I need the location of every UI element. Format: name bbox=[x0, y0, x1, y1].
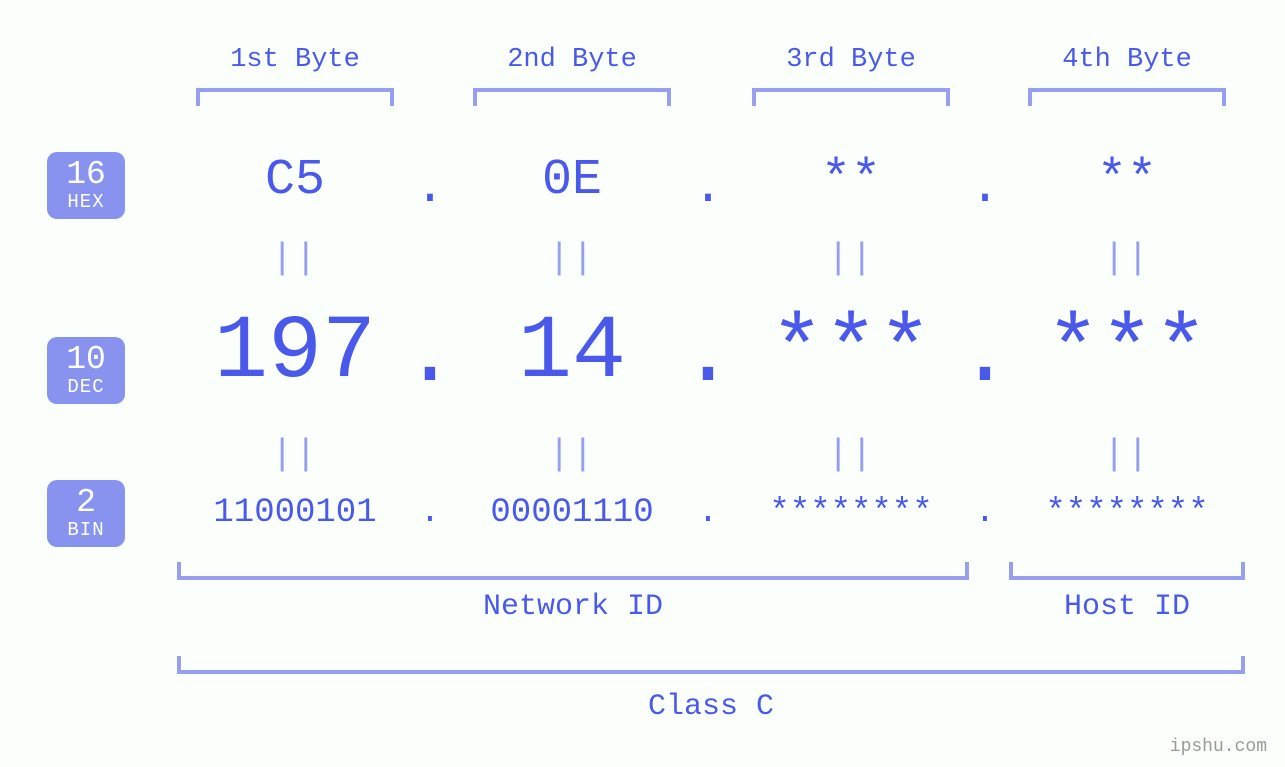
eq-dec-bin-1: || bbox=[271, 434, 318, 475]
byte-header-2: 2nd Byte bbox=[507, 45, 637, 75]
bin-byte-1: 11000101 bbox=[213, 494, 376, 532]
top-bracket-3 bbox=[752, 88, 950, 106]
bin-dot-3: . bbox=[975, 494, 995, 532]
label-network-id: Network ID bbox=[483, 590, 663, 624]
base-badge-bin: 2 BIN bbox=[47, 480, 125, 547]
top-bracket-1 bbox=[196, 88, 394, 106]
base-badge-dec-num: 10 bbox=[47, 343, 125, 378]
top-bracket-4 bbox=[1028, 88, 1226, 106]
hex-byte-4: ** bbox=[1097, 152, 1157, 209]
hex-byte-2: 0E bbox=[542, 152, 602, 209]
bin-byte-4: ******** bbox=[1045, 494, 1208, 532]
bin-dot-2: . bbox=[698, 494, 718, 532]
dec-dot-2: . bbox=[681, 306, 735, 408]
bracket-host-id bbox=[1009, 562, 1245, 580]
base-badge-dec-lbl: DEC bbox=[47, 378, 125, 398]
eq-hex-dec-1: || bbox=[271, 238, 318, 279]
byte-header-4: 4th Byte bbox=[1062, 45, 1192, 75]
base-badge-hex-lbl: HEX bbox=[47, 193, 125, 213]
base-badge-bin-lbl: BIN bbox=[47, 521, 125, 541]
dec-dot-3: . bbox=[958, 306, 1012, 408]
eq-dec-bin-2: || bbox=[548, 434, 595, 475]
dec-byte-2: 14 bbox=[518, 302, 626, 404]
attribution-text: ipshu.com bbox=[1170, 737, 1267, 757]
byte-header-1: 1st Byte bbox=[230, 45, 360, 75]
hex-byte-3: ** bbox=[821, 152, 881, 209]
base-badge-bin-num: 2 bbox=[47, 486, 125, 521]
hex-dot-2: . bbox=[693, 160, 723, 217]
dec-dot-1: . bbox=[403, 306, 457, 408]
base-badge-hex: 16 HEX bbox=[47, 152, 125, 219]
dec-byte-4: *** bbox=[1046, 302, 1208, 404]
byte-header-3: 3rd Byte bbox=[786, 45, 916, 75]
bin-byte-2: 00001110 bbox=[490, 494, 653, 532]
dec-byte-1: 197 bbox=[214, 302, 376, 404]
hex-dot-3: . bbox=[970, 160, 1000, 217]
eq-dec-bin-3: || bbox=[827, 434, 874, 475]
label-class: Class C bbox=[648, 690, 774, 724]
dec-byte-3: *** bbox=[770, 302, 932, 404]
top-bracket-2 bbox=[473, 88, 671, 106]
eq-dec-bin-4: || bbox=[1103, 434, 1150, 475]
hex-dot-1: . bbox=[415, 160, 445, 217]
eq-hex-dec-2: || bbox=[548, 238, 595, 279]
ip-byte-diagram: 1st Byte 2nd Byte 3rd Byte 4th Byte 16 H… bbox=[0, 0, 1285, 767]
base-badge-dec: 10 DEC bbox=[47, 337, 125, 404]
bracket-network-id bbox=[177, 562, 969, 580]
eq-hex-dec-4: || bbox=[1103, 238, 1150, 279]
bracket-class bbox=[177, 656, 1245, 674]
label-host-id: Host ID bbox=[1064, 590, 1190, 624]
hex-byte-1: C5 bbox=[265, 152, 325, 209]
base-badge-hex-num: 16 bbox=[47, 158, 125, 193]
bin-byte-3: ******** bbox=[769, 494, 932, 532]
bin-dot-1: . bbox=[420, 494, 440, 532]
eq-hex-dec-3: || bbox=[827, 238, 874, 279]
